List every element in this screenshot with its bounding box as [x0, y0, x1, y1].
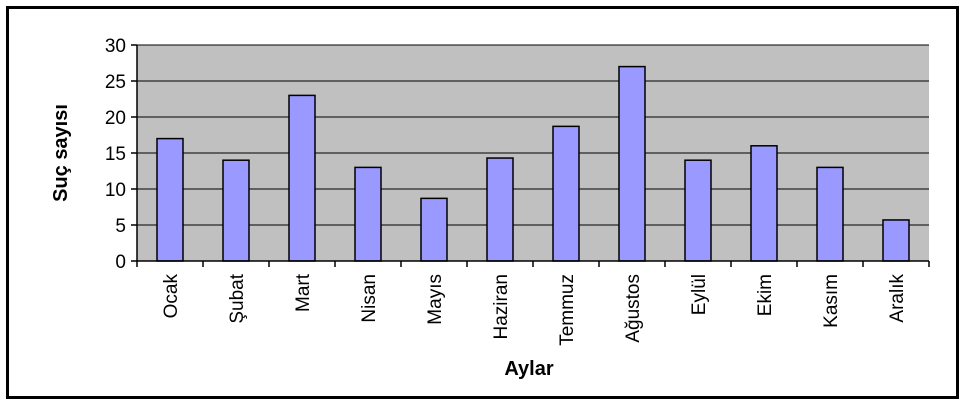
- x-tick-label: Mart: [293, 273, 314, 312]
- y-tick-labels: 0 5 10 15 20 25 30: [105, 36, 126, 273]
- x-tick-label: Şubat: [227, 273, 248, 323]
- y-axis-title: Suç sayısı: [50, 104, 72, 202]
- x-category-labels: Ocak Şubat Mart Nisan Mayıs Haziran Temmuz Ağus…: [161, 273, 908, 346]
- bars: [156, 65, 910, 262]
- bar: [552, 125, 580, 262]
- axes: [131, 44, 930, 267]
- x-tick-label: Temmuz: [557, 274, 578, 346]
- bar: [420, 197, 448, 262]
- x-tick-label: Ocak: [161, 274, 182, 319]
- bar: [486, 157, 514, 262]
- y-tick-label: 15: [105, 144, 126, 165]
- bar: [156, 137, 184, 262]
- gridlines: [137, 44, 929, 226]
- bar: [750, 145, 778, 262]
- x-tick-label: Eylül: [689, 274, 710, 315]
- x-tick-label: Haziran: [491, 274, 512, 339]
- x-tick-label: Nisan: [359, 274, 380, 323]
- x-axis-title: Aylar: [504, 358, 554, 380]
- y-tick-label: 20: [105, 108, 126, 129]
- bar: [354, 166, 382, 262]
- x-tick-label: Kasım: [821, 274, 842, 328]
- bar: [684, 159, 712, 262]
- bar: [816, 166, 844, 262]
- bar: [618, 65, 646, 262]
- x-tick-label: Mayıs: [425, 274, 446, 325]
- y-tick-label: 0: [115, 252, 126, 273]
- x-tick-label: Ağustos: [623, 274, 644, 343]
- y-tick-label: 10: [105, 180, 126, 201]
- bar: [288, 94, 316, 262]
- bar: [222, 159, 250, 262]
- y-tick-label: 5: [115, 216, 126, 237]
- x-tick-label: Aralık: [887, 274, 908, 323]
- x-tick-label: Ekim: [755, 274, 776, 316]
- y-tick-label: 25: [105, 72, 126, 93]
- y-tick-label: 30: [105, 36, 126, 57]
- bar: [882, 219, 910, 262]
